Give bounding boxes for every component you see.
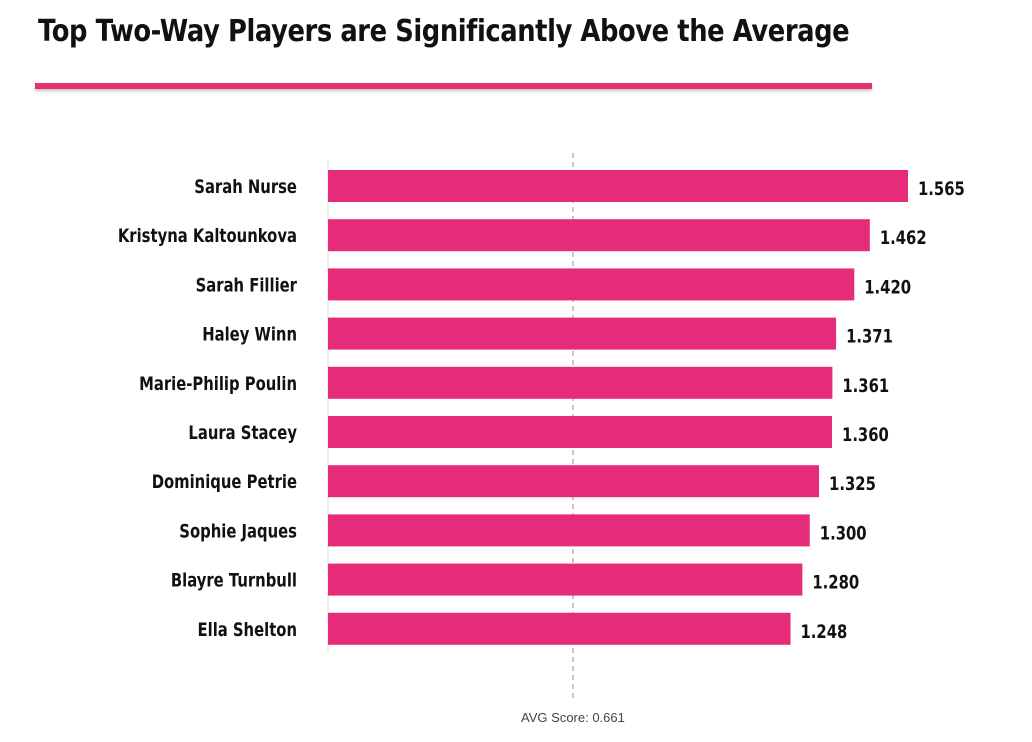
value-label: 1.361 [842,375,889,397]
category-label: Ella Shelton [198,619,297,641]
bar-layer [328,170,908,645]
value-label: 1.280 [812,572,859,594]
category-label: Haley Winn [202,324,297,346]
chart-title: Top Two-Way Players are Significantly Ab… [38,14,850,49]
label-layer: Sarah Nurse 1.565 Kristyna Kaltounkova 1.46… [118,176,965,643]
category-label: Sarah Nurse [194,176,297,198]
bar [328,514,810,547]
category-label: Blayre Turnbull [171,570,297,592]
bar [328,219,870,252]
title-underline [35,83,872,89]
average-label: AVG Score: 0.661 [521,710,625,725]
value-label: 1.300 [820,523,867,545]
category-label: Laura Stacey [188,422,297,444]
bar [328,268,855,301]
value-label: 1.462 [880,227,927,249]
category-label: Marie-Philip Poulin [139,373,297,395]
value-label: 1.325 [829,473,876,495]
category-label: Dominique Petrie [152,471,297,493]
bar [328,465,820,498]
bar [328,170,908,202]
category-label: Sophie Jaques [179,521,297,543]
bar [328,416,833,448]
value-label: 1.420 [864,277,911,299]
category-label: Sarah Fillier [196,275,298,297]
bar [328,366,833,399]
bar [328,563,803,596]
bar [328,612,791,645]
value-label: 1.360 [842,424,889,446]
value-label: 1.565 [918,178,965,200]
value-label: 1.371 [846,326,893,348]
category-label: Kristyna Kaltounkova [118,225,297,247]
bar [328,317,837,350]
value-label: 1.248 [801,621,848,643]
